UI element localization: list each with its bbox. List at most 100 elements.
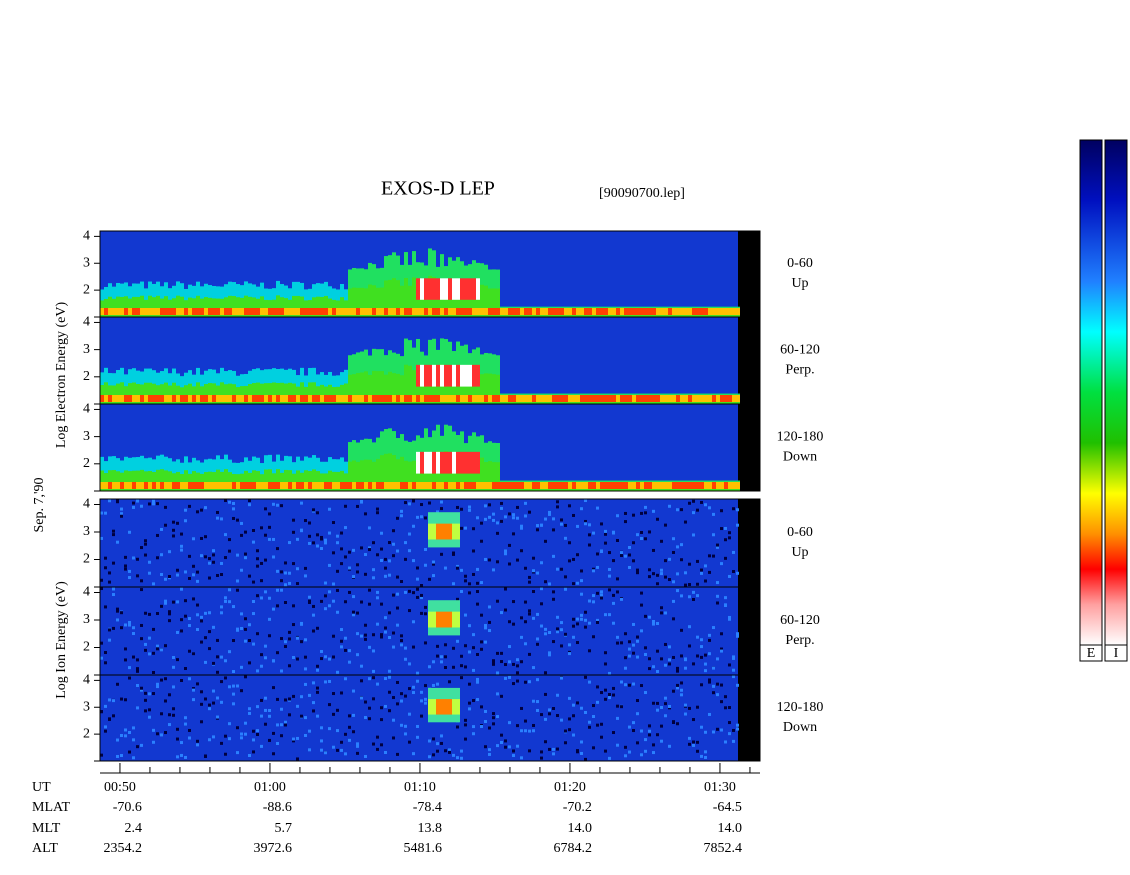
spectrogram-noise bbox=[128, 569, 131, 573]
spectrogram-band bbox=[552, 482, 556, 489]
spectrogram-noise bbox=[628, 553, 631, 557]
spectrogram-noise bbox=[244, 732, 247, 736]
spectrogram-noise bbox=[528, 612, 531, 616]
spectrogram-band bbox=[648, 482, 652, 489]
spectrogram-band bbox=[276, 383, 280, 404]
spectrogram-band bbox=[136, 470, 140, 491]
spectrogram-peak bbox=[440, 278, 444, 300]
spectrogram-noise bbox=[460, 568, 463, 572]
spectrogram-band bbox=[268, 308, 272, 315]
spectrogram-noise bbox=[188, 728, 191, 732]
spectrogram-band bbox=[364, 395, 368, 402]
spectrogram-noise bbox=[368, 706, 371, 710]
spectrogram-noise bbox=[288, 713, 291, 717]
spectrogram-band bbox=[696, 482, 700, 489]
spectrogram-band bbox=[736, 395, 740, 402]
spectrogram-band bbox=[340, 308, 344, 315]
spectrogram-band bbox=[136, 296, 140, 317]
spectrogram-noise bbox=[608, 551, 611, 555]
spectrogram-band bbox=[420, 308, 424, 315]
spectrogram-noise bbox=[164, 523, 167, 527]
spectrogram-band bbox=[300, 395, 304, 402]
spectrogram-noise bbox=[528, 580, 531, 584]
spectrogram-noise bbox=[320, 726, 323, 730]
spectrogram-noise bbox=[480, 521, 483, 525]
spectrogram-noise bbox=[236, 553, 239, 557]
spectrogram-noise bbox=[396, 680, 399, 684]
spectrogram-noise bbox=[680, 681, 683, 685]
spectrogram-band bbox=[132, 308, 136, 315]
y-tick-label: 4 bbox=[83, 497, 90, 512]
ephemeris-value: 7852.4 bbox=[703, 841, 742, 856]
spectrogram-noise bbox=[736, 727, 739, 731]
spectrogram-noise bbox=[136, 706, 139, 710]
spectrogram-noise bbox=[116, 607, 119, 611]
spectrogram-noise bbox=[352, 548, 355, 552]
spectrogram-noise bbox=[324, 594, 327, 598]
spectrogram-blob bbox=[436, 699, 440, 715]
spectrogram-noise bbox=[208, 557, 211, 561]
spectrogram-noise bbox=[440, 507, 443, 511]
spectrogram-noise bbox=[348, 660, 351, 664]
spectrogram-band bbox=[112, 482, 116, 489]
spectrogram-noise bbox=[440, 500, 443, 504]
spectrogram-noise bbox=[520, 729, 523, 733]
spectrogram-peak bbox=[424, 451, 428, 474]
spectrogram-noise bbox=[504, 515, 507, 519]
spectrogram-noise bbox=[164, 599, 167, 603]
spectrogram-noise bbox=[736, 508, 739, 512]
spectrogram-band bbox=[224, 308, 228, 315]
spectrogram-noise bbox=[376, 507, 379, 511]
spectrogram-band bbox=[412, 460, 416, 491]
spectrogram-band bbox=[388, 308, 392, 315]
spectrogram-noise bbox=[724, 604, 727, 608]
spectrogram-band bbox=[204, 482, 208, 489]
spectrogram-noise bbox=[500, 660, 503, 664]
spectrogram-band bbox=[256, 382, 260, 404]
spectrogram-noise bbox=[504, 608, 507, 612]
spectrogram-noise bbox=[352, 713, 355, 717]
spectrogram-band bbox=[500, 482, 504, 489]
spectrogram-noise bbox=[364, 553, 367, 557]
spectrogram-band bbox=[228, 295, 232, 317]
spectrogram-noise bbox=[512, 600, 515, 604]
spectrogram-noise bbox=[716, 657, 719, 661]
spectrogram-noise bbox=[448, 680, 451, 684]
spectrogram-noise bbox=[268, 617, 271, 621]
spectrogram-noise bbox=[248, 503, 251, 507]
spectrogram-noise bbox=[100, 641, 103, 645]
spectrogram-background bbox=[100, 499, 738, 587]
spectrogram-noise bbox=[620, 705, 623, 709]
spectrogram-noise bbox=[180, 741, 183, 745]
spectrogram-band bbox=[152, 383, 156, 404]
spectrogram-band bbox=[284, 298, 288, 317]
spectrogram-noise bbox=[152, 582, 155, 586]
spectrogram-band bbox=[204, 472, 208, 491]
spectrogram-noise bbox=[652, 619, 655, 623]
spectrogram-band bbox=[416, 284, 420, 317]
spectrogram-band bbox=[184, 482, 188, 489]
spectrogram-noise bbox=[568, 696, 571, 700]
spectrogram-peak bbox=[476, 278, 480, 300]
spectrogram-noise bbox=[508, 620, 511, 624]
spectrogram-noise bbox=[460, 756, 463, 760]
spectrogram-band bbox=[276, 395, 280, 402]
spectrogram-noise bbox=[308, 595, 311, 599]
spectrogram-band bbox=[300, 308, 304, 315]
spectrogram-noise bbox=[636, 655, 639, 659]
spectrogram-noise bbox=[296, 657, 299, 661]
spectrogram-band bbox=[180, 395, 184, 402]
spectrogram-noise bbox=[420, 583, 423, 587]
spectrogram-noise bbox=[588, 649, 591, 653]
spectrogram-noise bbox=[124, 567, 127, 571]
spectrogram-noise bbox=[708, 712, 711, 716]
spectrogram-noise bbox=[692, 718, 695, 722]
spectrogram-noise bbox=[516, 505, 519, 509]
spectrogram-noise bbox=[576, 581, 579, 585]
spectrogram-noise bbox=[228, 650, 231, 654]
spectrogram-band bbox=[608, 308, 612, 315]
spectrogram-noise bbox=[556, 500, 559, 504]
spectrogram-noise bbox=[248, 711, 251, 715]
spectrogram-noise bbox=[168, 723, 171, 727]
spectrogram-band bbox=[264, 482, 268, 489]
